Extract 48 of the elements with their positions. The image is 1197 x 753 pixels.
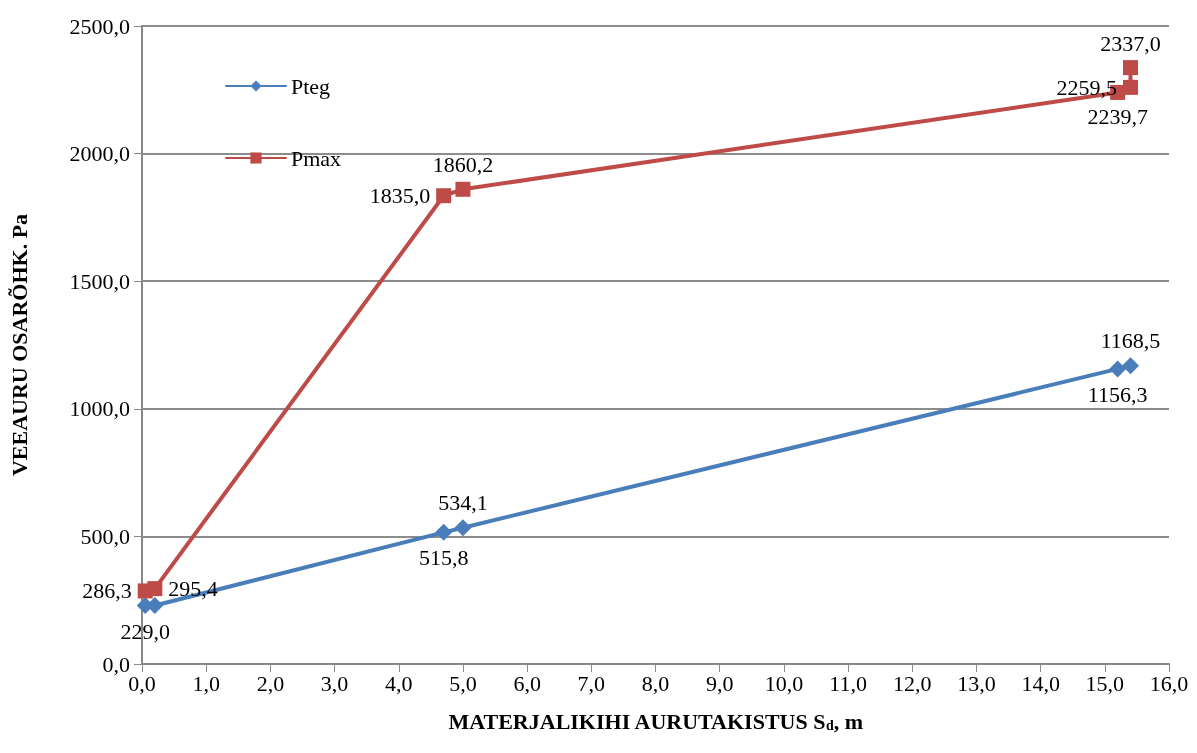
point (454, 519, 472, 537)
legend-label: Pmax (291, 145, 342, 171)
data-label: 1168,5 (1100, 327, 1161, 353)
data-label: 295,4 (168, 576, 218, 602)
x-tick-label: 6,0 (513, 670, 541, 696)
data-label: 515,8 (418, 545, 469, 571)
data-label: 229,0 (120, 618, 170, 644)
y-axis-title: VEEAURU OSARÕHK. Pa (6, 213, 32, 477)
point (436, 188, 452, 204)
point (1122, 79, 1138, 95)
x-tick-label: 16,0 (1149, 670, 1189, 696)
data-label: 286,3 (82, 578, 132, 604)
point (1109, 360, 1127, 378)
y-tick-label: 0,0 (102, 651, 130, 677)
x-tick-label: 3,0 (320, 670, 349, 696)
x-tick-label: 15,0 (1085, 670, 1125, 696)
point (1122, 60, 1138, 76)
data-label: 1156,3 (1087, 381, 1148, 407)
x-tick-label: 9,0 (705, 670, 734, 696)
y-tick-label: 1500,0 (69, 268, 130, 294)
x-tick-label: 10,0 (764, 670, 804, 696)
data-label: 1860,2 (432, 152, 494, 178)
x-tick-label: 1,0 (192, 670, 220, 696)
x-tick-label: 8,0 (641, 670, 670, 696)
data-label: 1835,0 (369, 183, 431, 209)
x-tick-label: 4,0 (385, 670, 413, 696)
point (1121, 357, 1139, 375)
y-tick-label: 1000,0 (69, 396, 130, 422)
data-label: 2239,7 (1087, 104, 1148, 130)
legend-label: Pteg (291, 73, 331, 99)
x-tick-label: 0,0 (128, 670, 156, 696)
data-label: 2259,5 (1056, 74, 1117, 100)
point (147, 581, 163, 597)
point (455, 181, 471, 197)
x-tick-label: 12,0 (893, 670, 932, 696)
y-tick-label: 2500,0 (69, 13, 130, 39)
x-tick-label: 5,0 (449, 670, 477, 696)
point (435, 523, 453, 541)
x-axis-title: MATERJALIKIHI AURUTAKISTUS Sd, m (448, 708, 864, 734)
x-tick-label: 2,0 (256, 670, 285, 696)
x-tick-label: 13,0 (957, 670, 996, 696)
x-tick-label: 11,0 (829, 670, 867, 696)
data-label: 534,1 (438, 489, 488, 515)
data-label: 2337,0 (1100, 30, 1161, 56)
y-tick-label: 500,0 (80, 523, 130, 549)
y-tick-label: 2000,0 (69, 141, 130, 167)
x-tick-label: 7,0 (577, 670, 606, 696)
x-tick-label: 14,0 (1021, 670, 1060, 696)
